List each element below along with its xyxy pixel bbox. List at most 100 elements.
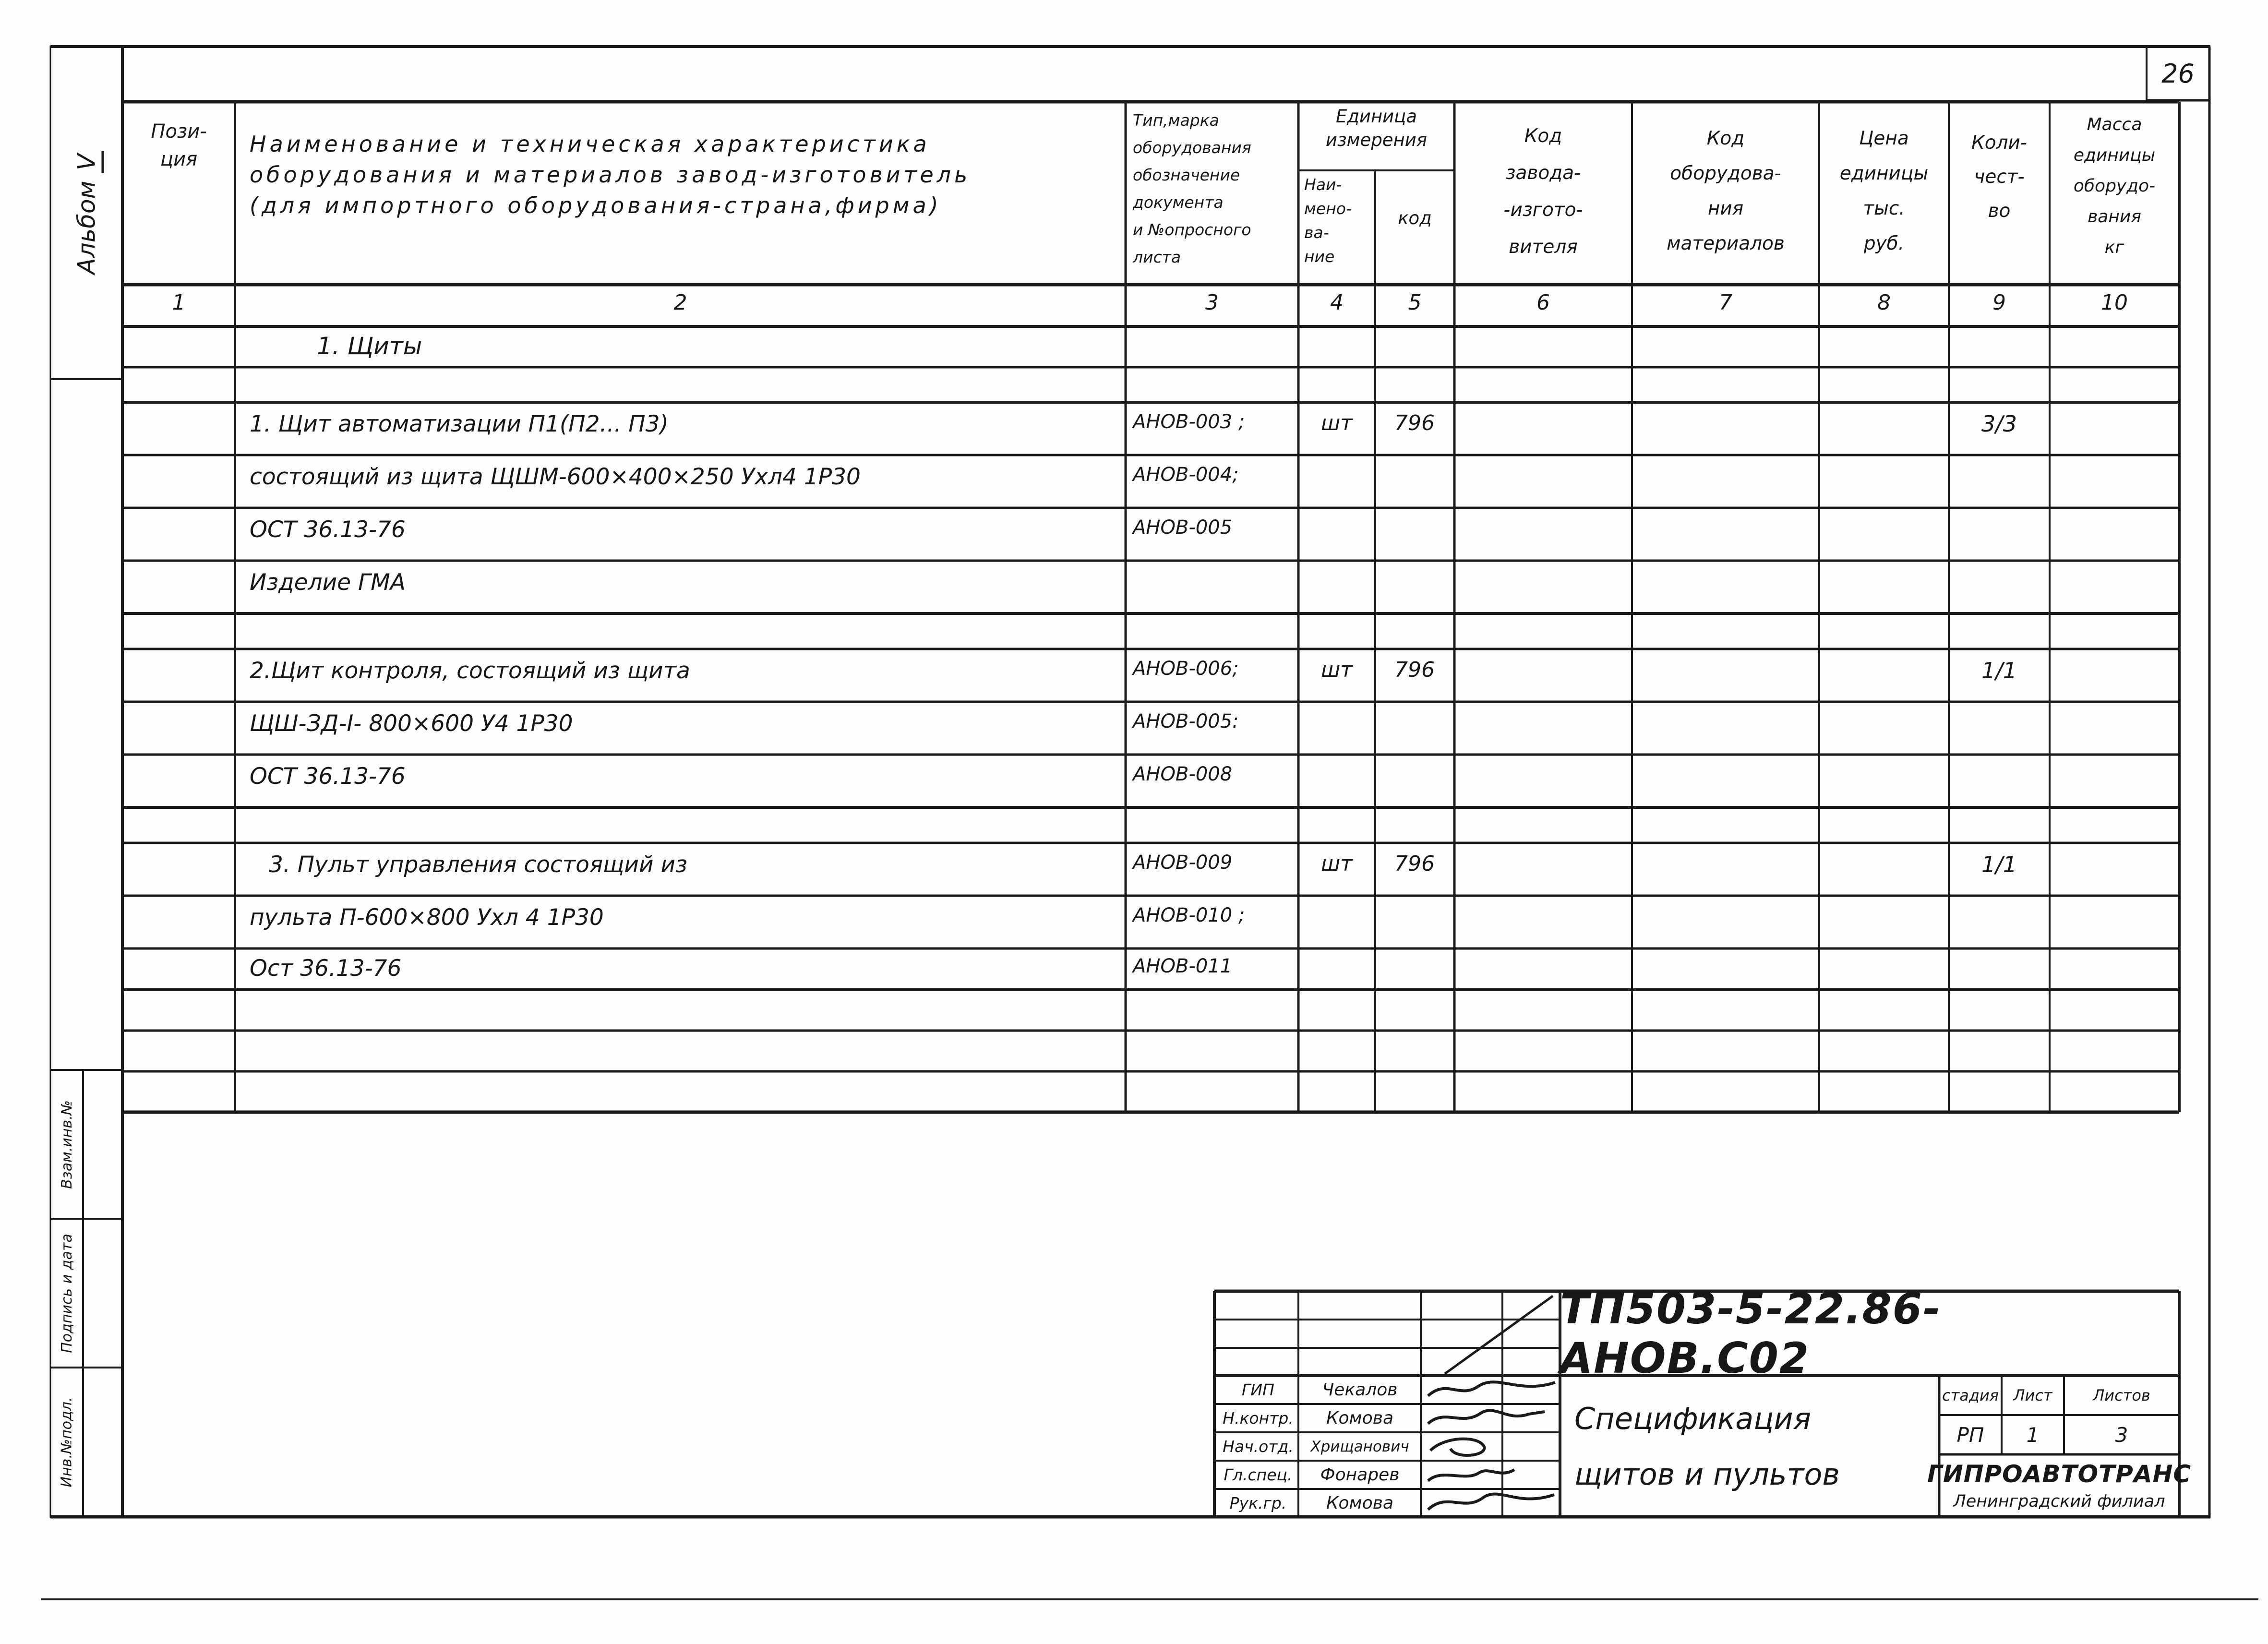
col-number: 7 <box>1719 290 1732 315</box>
album-label: Альбом V <box>72 151 104 274</box>
col-number: 5 <box>1408 290 1422 315</box>
sheets-label: Листов <box>2093 1386 2150 1404</box>
signature-row: Н.контр. Комова <box>1214 1404 1560 1432</box>
header-unit-name: Наи- мено- ва- ние <box>1304 175 1352 266</box>
section-title: 1. Щиты <box>317 332 422 360</box>
signature-scribble <box>1427 1380 1556 1397</box>
signature-row: Нач.отд. Хрищанович <box>1214 1432 1560 1461</box>
stage-value: РП <box>1956 1423 1984 1447</box>
row-name: Ост 36.13-76 <box>250 955 402 982</box>
row-unit-code: 796 <box>1394 411 1435 435</box>
row-name: ОСТ 36.13-76 <box>250 516 406 543</box>
table-row: 1. Щит автоматизации П1(П2... П3) АНОВ-0… <box>0 411 2268 457</box>
stamp-label: Взам.инв.№ <box>58 1100 75 1189</box>
header-equipment-code: Код оборудова- ния материалов <box>1667 128 1785 254</box>
header-position: Пози- ция <box>151 120 207 170</box>
signature-role: Рук.гр. <box>1229 1493 1287 1512</box>
row-type-mark: АНОВ-009 <box>1133 852 1233 874</box>
signature-name: Комова <box>1326 1408 1394 1428</box>
signature-scribble <box>1427 1492 1555 1511</box>
sheet-number: 26 <box>2161 58 2195 89</box>
row-type-mark: АНОВ-004; <box>1133 464 1239 486</box>
signature-scribble <box>1427 1409 1545 1425</box>
signature-row: Рук.гр. Комова <box>1214 1489 1560 1517</box>
table-row: состоящий из щита ЩШМ-600×400×250 Ухл4 1… <box>0 464 2268 510</box>
table-row: ОСТ 36.13-76 АНОВ-008 <box>0 763 2268 809</box>
stamp-label: Подпись и дата <box>58 1233 75 1353</box>
table-row: ОСТ 36.13-76 АНОВ-005 <box>0 516 2268 563</box>
stamp-cell-inv: Инв.№подл. <box>50 1368 83 1516</box>
table-row: пульта П-600×800 Ухл 4 1Р30 АНОВ-010 ; <box>0 904 2268 950</box>
gip-signature-tail <box>1444 1295 1554 1375</box>
column-number-row: 1 2 3 4 5 6 7 8 9 10 <box>0 290 2268 329</box>
row-name: ОСТ 36.13-76 <box>250 763 406 790</box>
sheets-value: 3 <box>2115 1423 2128 1447</box>
header-name-characteristic: Наименование и техническая характеристик… <box>250 131 971 218</box>
header-quantity: Коли- чест- во <box>1971 132 2027 222</box>
album-roman-numeral: V <box>72 151 104 173</box>
signature-role: Нач.отд. <box>1223 1437 1294 1456</box>
sheet-value: 1 <box>2026 1423 2040 1447</box>
row-type-mark: АНОВ-005: <box>1133 710 1239 732</box>
col-number: 6 <box>1536 290 1550 315</box>
company-name: ГИПРОАВТОТРАНС <box>1927 1460 2192 1488</box>
col-number: 4 <box>1330 290 1344 315</box>
row-name: ЩШ-ЗД-I- 800×600 У4 1Р30 <box>250 710 573 737</box>
signature-row: Гл.спец. Фонарев <box>1214 1461 1560 1489</box>
row-name: состоящий из щита ЩШМ-600×400×250 Ухл4 1… <box>250 464 861 490</box>
stage-label: стадия <box>1942 1386 1999 1404</box>
col-number: 8 <box>1877 290 1891 315</box>
table-row: 2.Щит контроля, состоящий из щита АНОВ-0… <box>0 658 2268 704</box>
signature-name: Хрищанович <box>1310 1438 1409 1455</box>
signature-scribble <box>1427 1468 1515 1482</box>
row-quantity: 1/1 <box>1981 658 2017 684</box>
col-number: 10 <box>2101 290 2128 315</box>
table-row: Изделие ГМА <box>0 569 2268 615</box>
header-unit-group: Единица измерения <box>1325 106 1428 150</box>
table-row: 3. Пульт управления состоящий из АНОВ-00… <box>0 852 2268 898</box>
col-number: 9 <box>1992 290 2006 315</box>
header-factory-code: Код завода- -изгото- вителя <box>1503 125 1583 258</box>
row-type-mark: АНОВ-011 <box>1133 955 1233 977</box>
row-type-mark: АНОВ-010 ; <box>1133 904 1245 926</box>
signature-row: ГИП Чекалов <box>1214 1376 1560 1404</box>
album-label-cell: Альбом V <box>50 46 122 379</box>
col-number: 3 <box>1205 290 1219 315</box>
row-unit: шт <box>1321 411 1353 435</box>
stamp-cell-podpis: Подпись и дата <box>50 1219 83 1368</box>
signature-role: Н.контр. <box>1223 1409 1294 1428</box>
signature-name: Чекалов <box>1322 1380 1398 1400</box>
row-unit-code: 796 <box>1394 658 1435 682</box>
table-row: ЩШ-ЗД-I- 800×600 У4 1Р30 АНОВ-005: <box>0 710 2268 756</box>
signature-role: ГИП <box>1242 1380 1274 1399</box>
header-unit-price: Цена единицы тыс. руб. <box>1839 128 1929 254</box>
row-type-mark: АНОВ-008 <box>1133 763 1233 785</box>
row-unit: шт <box>1321 658 1353 682</box>
document-number: ТП503-5-22.86-АНОВ.С02 <box>1560 1284 1942 1383</box>
stamp-label: Инв.№подл. <box>58 1397 75 1487</box>
row-quantity: 1/1 <box>1981 852 2017 877</box>
signature-scribble <box>1429 1437 1486 1457</box>
row-unit-code: 796 <box>1394 852 1435 876</box>
document-title: Спецификация щитов и пультов <box>1574 1401 1840 1492</box>
signature-name: Комова <box>1326 1493 1394 1513</box>
row-name: 3. Пульт управления состоящий из <box>269 852 688 878</box>
row-quantity: 3/3 <box>1981 411 2017 437</box>
signature-role: Гл.спец. <box>1224 1465 1293 1484</box>
header-type-mark: Тип,марка оборудования обозначение докум… <box>1133 111 1251 266</box>
row-name: Изделие ГМА <box>250 569 406 596</box>
row-name: 2.Щит контроля, состоящий из щита <box>250 658 690 684</box>
row-type-mark: АНОВ-006; <box>1133 658 1239 680</box>
row-name: пульта П-600×800 Ухл 4 1Р30 <box>250 904 604 931</box>
table-row: Ост 36.13-76 АНОВ-011 <box>0 955 2268 1001</box>
header-unit-mass: Масса единицы оборудо- вания кг <box>2073 115 2156 257</box>
row-type-mark: АНОВ-003 ; <box>1133 411 1245 433</box>
col-number: 2 <box>673 290 687 315</box>
company-branch: Ленинградский филиал <box>1953 1492 2165 1511</box>
stamp-cell-vzam: Взам.инв.№ <box>50 1070 83 1219</box>
col-number: 1 <box>172 290 186 315</box>
signature-name: Фонарев <box>1320 1465 1400 1485</box>
album-word: Альбом <box>72 180 100 274</box>
